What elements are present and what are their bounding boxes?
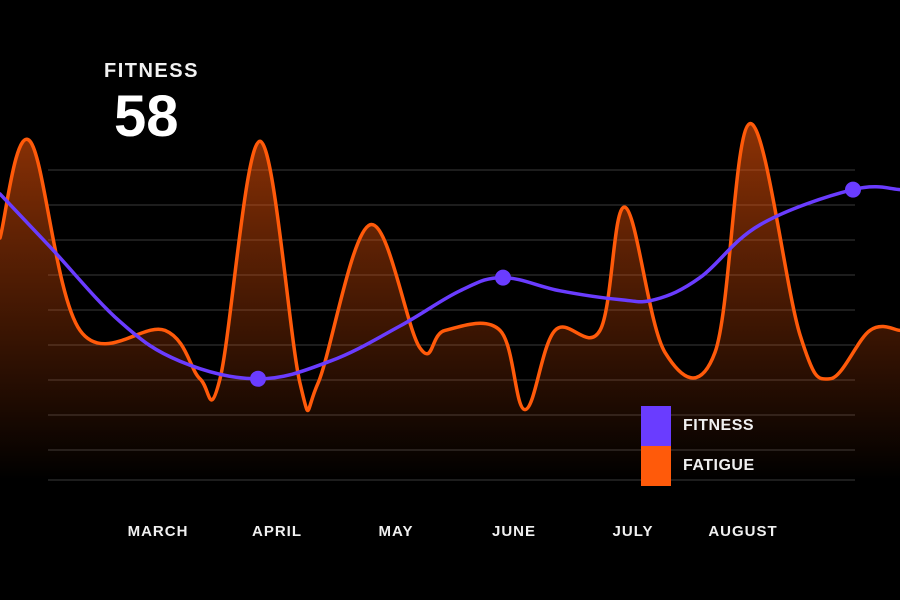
fitness-point	[845, 181, 861, 198]
fitness-markers	[250, 181, 861, 387]
fitness-series-line	[0, 185, 900, 381]
x-tick-label: JUNE	[491, 523, 537, 540]
x-tick-label: JULY	[612, 523, 654, 540]
legend-item-fitness: FITNESS	[641, 406, 754, 446]
fatigue-area-fill	[0, 123, 900, 480]
legend-item-fatigue: FATIGUE	[641, 446, 755, 486]
fitness-point	[495, 269, 511, 286]
legend-swatch-fitness	[641, 406, 671, 446]
kpi-label: FITNESS	[104, 60, 199, 82]
legend-label-fatigue: FATIGUE	[683, 457, 755, 474]
legend-swatch-fatigue	[641, 446, 671, 486]
legend-label-fitness: FITNESS	[683, 417, 755, 434]
x-tick-label: MARCH	[127, 523, 189, 540]
x-tick-label: AUGUST	[708, 523, 778, 540]
x-tick-label: APRIL	[252, 523, 302, 540]
kpi-value: 58	[114, 84, 179, 149]
fatigue-area	[0, 123, 900, 480]
fitness-line	[0, 185, 900, 381]
x-tick-label: MAY	[378, 523, 414, 540]
fitness-point	[250, 370, 266, 387]
